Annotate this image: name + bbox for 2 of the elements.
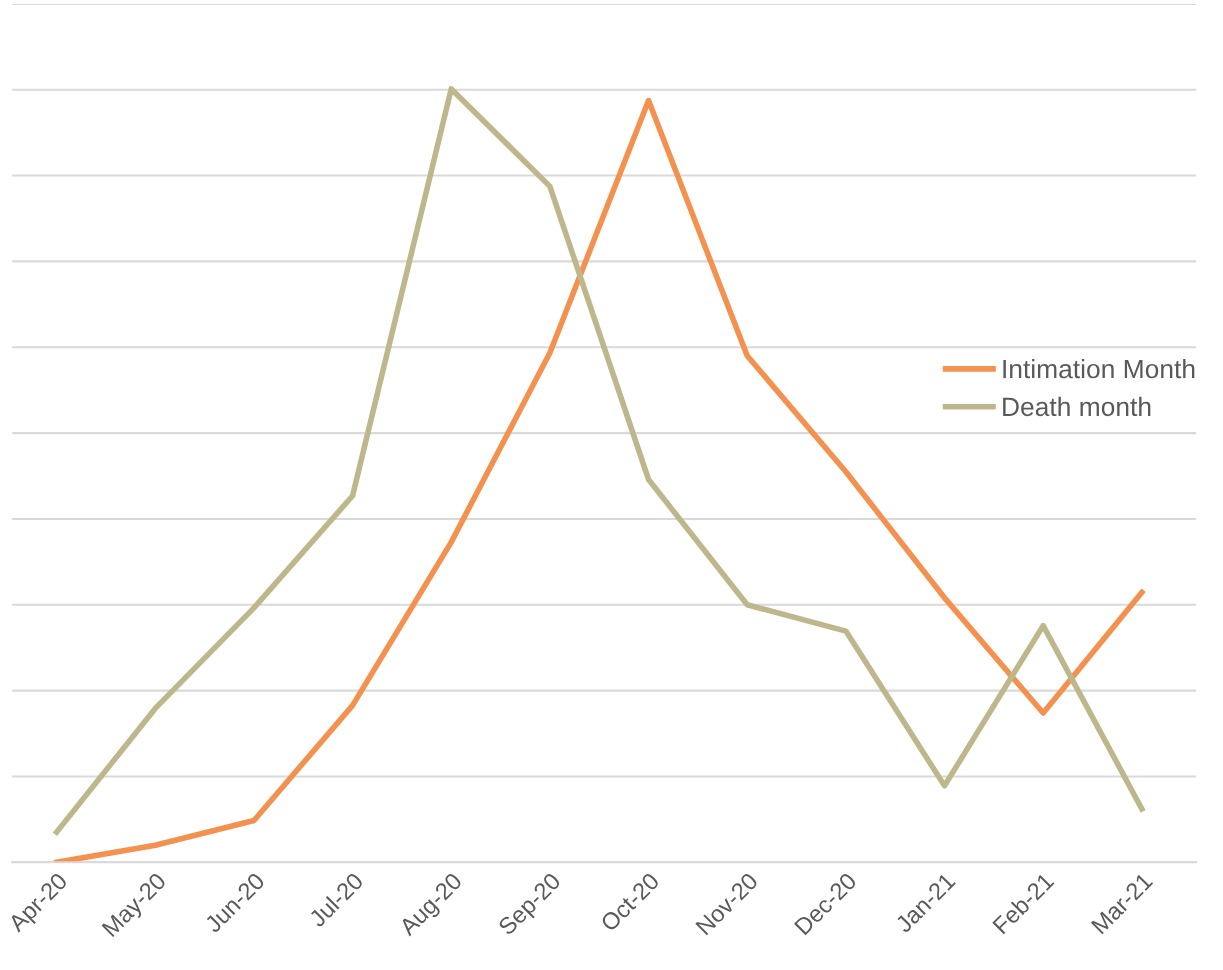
legend-label: Death month (1003, 396, 1151, 417)
legend-label: Intimation Month (1003, 358, 1195, 379)
